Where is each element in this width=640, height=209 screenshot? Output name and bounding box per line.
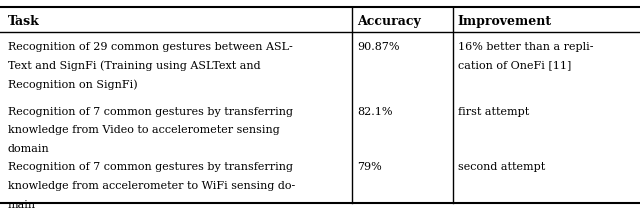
Text: 90.87%: 90.87% (357, 42, 399, 52)
Text: domain: domain (8, 144, 49, 154)
Text: cation of OneFi [11]: cation of OneFi [11] (458, 61, 571, 71)
Text: 79%: 79% (357, 162, 382, 172)
Text: Task: Task (8, 15, 40, 28)
Text: knowledge from accelerometer to WiFi sensing do-: knowledge from accelerometer to WiFi sen… (8, 181, 295, 191)
Text: Text and SignFi (Training using ASLText and: Text and SignFi (Training using ASLText … (8, 61, 260, 71)
Text: Recognition on SignFi): Recognition on SignFi) (8, 79, 138, 90)
Text: 16% better than a repli-: 16% better than a repli- (458, 42, 593, 52)
Text: Recognition of 29 common gestures between ASL-: Recognition of 29 common gestures betwee… (8, 42, 292, 52)
Text: Accuracy: Accuracy (357, 15, 421, 28)
Text: Improvement: Improvement (458, 15, 552, 28)
Text: 82.1%: 82.1% (357, 107, 392, 117)
Text: Recognition of 7 common gestures by transferring: Recognition of 7 common gestures by tran… (8, 162, 292, 172)
Text: knowledge from Video to accelerometer sensing: knowledge from Video to accelerometer se… (8, 125, 280, 135)
Text: first attempt: first attempt (458, 107, 529, 117)
Text: second attempt: second attempt (458, 162, 545, 172)
Text: Recognition of 7 common gestures by transferring: Recognition of 7 common gestures by tran… (8, 107, 292, 117)
Text: main: main (8, 200, 36, 209)
